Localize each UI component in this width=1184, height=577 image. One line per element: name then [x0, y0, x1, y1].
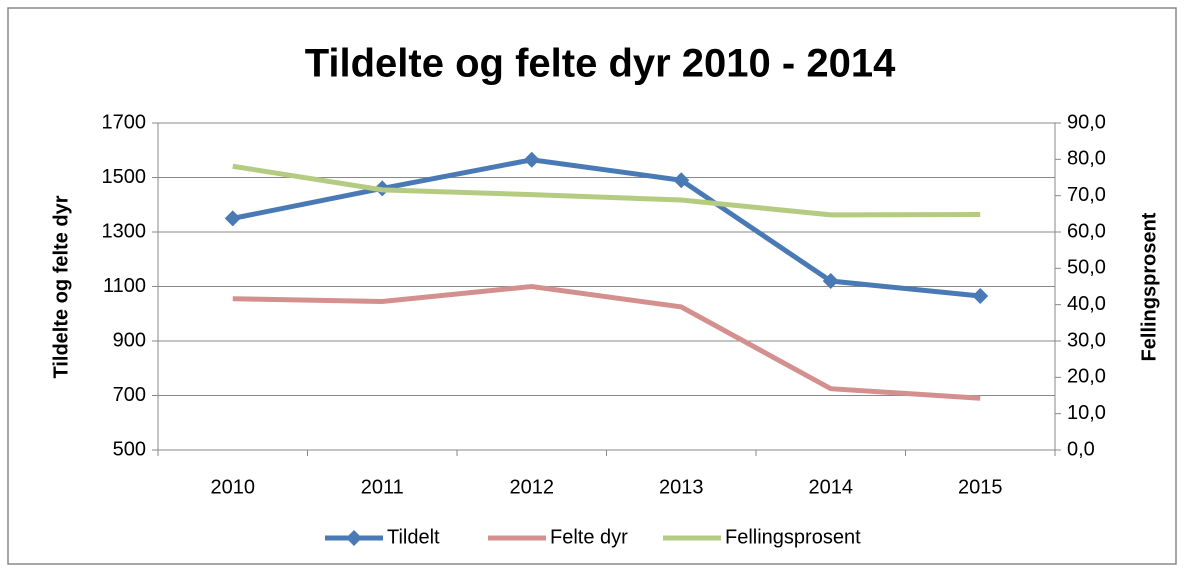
- chart-title: Tildelte og felte dyr 2010 - 2014: [305, 42, 896, 86]
- legend-label: Tildelt: [387, 526, 440, 548]
- series-line: [232, 157, 981, 299]
- y2-tick-label: 90,0: [1067, 111, 1106, 133]
- y2-axis-title: Fellingsprosent: [1138, 212, 1160, 361]
- legend-marker: [346, 530, 362, 546]
- y2-tick-label: 80,0: [1067, 148, 1106, 170]
- y2-tick-label: 70,0: [1067, 184, 1106, 206]
- y-tick-label: 1100: [103, 275, 146, 297]
- x-tick-label: 2011: [361, 476, 404, 498]
- y2-tick-label: 0,0: [1067, 438, 1095, 460]
- y-tick-label: 1500: [102, 166, 147, 188]
- y-tick-label: 1300: [102, 220, 147, 242]
- marker: [224, 210, 241, 227]
- y-tick-label: 500: [113, 438, 146, 460]
- y-axis-title: Tildelte og felte dyr: [50, 195, 72, 378]
- x-tick-label: 2010: [211, 476, 256, 498]
- y-tick-label: 700: [113, 384, 146, 406]
- series-line: [232, 283, 981, 401]
- series-line: [232, 163, 981, 218]
- y-tick-label: 1700: [102, 111, 147, 133]
- y2-tick-label: 20,0: [1067, 366, 1106, 388]
- x-tick-label: 2012: [510, 476, 555, 498]
- y2-tick-label: 60,0: [1067, 220, 1106, 242]
- x-tick-label: 2013: [659, 476, 704, 498]
- legend-label: Felte dyr: [550, 526, 628, 548]
- y2-tick-label: 50,0: [1067, 257, 1106, 279]
- y2-tick-label: 30,0: [1067, 329, 1106, 351]
- marker: [972, 288, 989, 305]
- marker: [822, 273, 839, 290]
- x-tick-label: 2014: [809, 476, 854, 498]
- y2-tick-label: 10,0: [1067, 402, 1106, 424]
- legend-label: Fellingsprosent: [725, 526, 861, 548]
- x-tick-label: 2015: [958, 476, 1003, 498]
- marker: [673, 172, 690, 189]
- marker: [523, 151, 540, 168]
- y2-tick-label: 40,0: [1067, 293, 1106, 315]
- y-tick-label: 900: [113, 329, 146, 351]
